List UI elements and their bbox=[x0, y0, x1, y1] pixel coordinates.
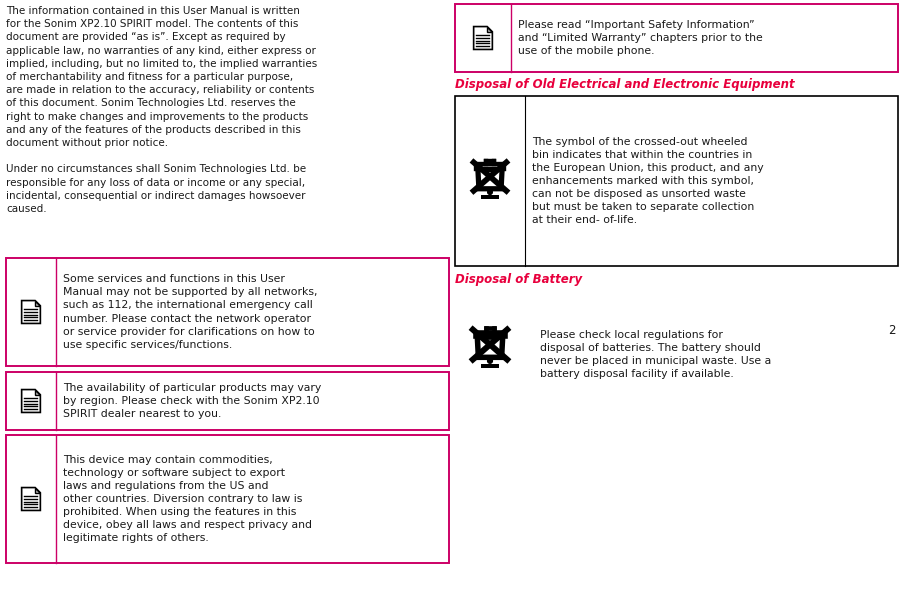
Text: Please check local regulations for
disposal of batteries. The battery should
nev: Please check local regulations for dispo… bbox=[540, 330, 771, 379]
Bar bbox=[476, 332, 505, 336]
Bar bbox=[455, 96, 898, 266]
Bar bbox=[455, 4, 898, 72]
Text: This device may contain commodities,
technology or software subject to export
la: This device may contain commodities, tec… bbox=[63, 455, 312, 543]
Polygon shape bbox=[35, 300, 41, 306]
Polygon shape bbox=[22, 389, 41, 413]
Bar bbox=[477, 164, 504, 169]
Polygon shape bbox=[35, 389, 41, 395]
Bar bbox=[481, 196, 499, 199]
Polygon shape bbox=[487, 26, 492, 32]
Text: Disposal of Battery: Disposal of Battery bbox=[455, 273, 583, 286]
Circle shape bbox=[487, 359, 493, 364]
Polygon shape bbox=[22, 487, 41, 511]
Text: The information contained in this User Manual is written
for the Sonim XP2.10 SP: The information contained in this User M… bbox=[6, 6, 317, 214]
Text: Some services and functions in this User
Manual may not be supported by all netw: Some services and functions in this User… bbox=[63, 275, 317, 349]
Bar bbox=[481, 364, 499, 368]
Polygon shape bbox=[474, 26, 492, 50]
Text: The availability of particular products may vary
by region. Please check with th: The availability of particular products … bbox=[63, 383, 322, 419]
Bar bbox=[6, 372, 449, 430]
Polygon shape bbox=[22, 300, 41, 324]
Bar bbox=[6, 435, 449, 563]
Text: The symbol of the crossed-out wheeled
bin indicates that within the countries in: The symbol of the crossed-out wheeled bi… bbox=[532, 137, 764, 225]
Bar bbox=[6, 258, 449, 366]
Circle shape bbox=[487, 190, 492, 194]
Polygon shape bbox=[35, 487, 41, 493]
Text: Disposal of Old Electrical and Electronic Equipment: Disposal of Old Electrical and Electroni… bbox=[455, 78, 795, 91]
Text: 2: 2 bbox=[889, 324, 896, 337]
Text: Please read “Important Safety Information”
and “Limited Warranty” chapters prior: Please read “Important Safety Informatio… bbox=[518, 20, 763, 56]
